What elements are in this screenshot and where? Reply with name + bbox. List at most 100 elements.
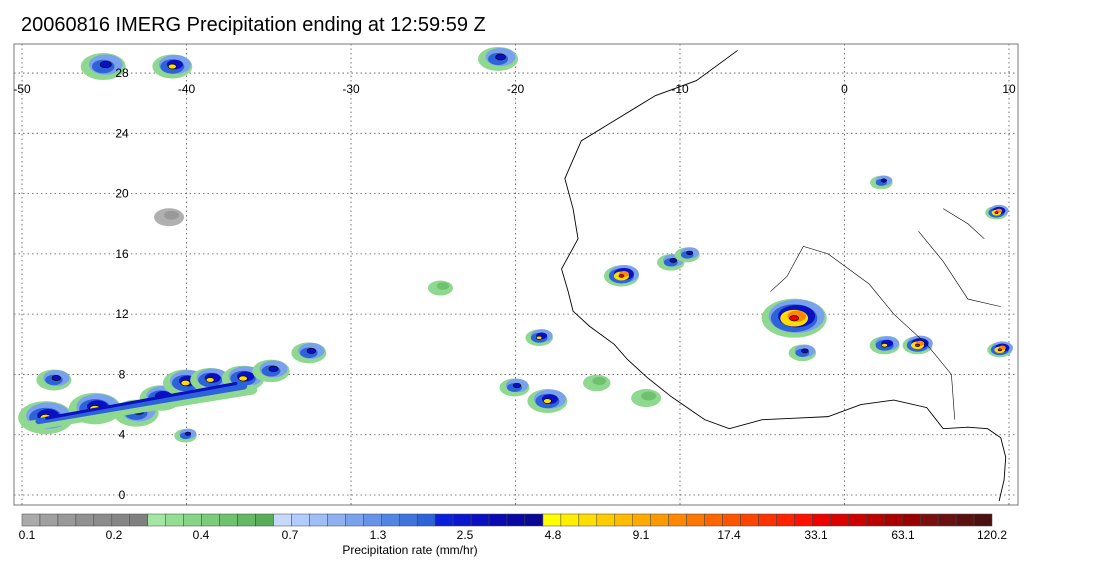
plot-frame (13, 43, 1019, 506)
colorbar-swatch (919, 513, 939, 527)
precip-contour (99, 60, 112, 69)
precip-contour (306, 347, 317, 354)
precip-contour (238, 375, 248, 382)
colorbar-swatch (524, 513, 544, 527)
precip-cell (527, 389, 568, 414)
precip-contour (881, 343, 888, 348)
precip-contour (495, 53, 506, 61)
precip-cell (80, 53, 126, 81)
colorbar-swatch (183, 513, 202, 527)
precip-cell (631, 389, 662, 408)
colorbar-swatch (973, 513, 993, 527)
precip-band-stroke (35, 383, 248, 425)
colorbar-swatch (470, 513, 490, 527)
lon-tick-label: -40 (178, 82, 196, 96)
colorbar-tick-label: 63.1 (891, 528, 915, 542)
colorbar-swatch (111, 513, 131, 527)
coastline (561, 50, 1007, 502)
precip-contour (184, 431, 192, 436)
precip-cell (427, 280, 453, 296)
lat-tick-label: 12 (115, 307, 129, 321)
colorbar-tick-label: 2.5 (456, 528, 474, 542)
colorbar-swatch (291, 513, 310, 527)
colorbar-swatch (560, 513, 580, 527)
colorbar-swatch (93, 513, 113, 527)
colorbar-swatch (883, 513, 903, 527)
colorbar-swatch (955, 513, 975, 527)
precip-band-stroke (25, 384, 258, 431)
precip-contour (915, 343, 920, 347)
lon-tick-label: -30 (342, 82, 360, 96)
precip-cell (525, 329, 553, 347)
precip-cell (154, 208, 185, 227)
colorbar-swatch (327, 513, 346, 527)
colorbar-swatch (309, 513, 328, 527)
colorbar-swatch (237, 513, 256, 527)
precip-cell (902, 335, 933, 355)
precip-band-stroke (45, 381, 238, 420)
colorbar-swatch (129, 513, 148, 527)
precip-contour (512, 382, 522, 389)
colorbar-swatch (614, 513, 633, 527)
colorbar-swatch (758, 513, 777, 527)
precip-cell (870, 175, 893, 190)
precip-cell (985, 204, 1009, 220)
colorbar-tick-label: 33.1 (804, 528, 828, 542)
colorbar-swatch (686, 513, 705, 527)
colorbar-swatch (147, 513, 166, 527)
lon-tick-label: 10 (1002, 82, 1016, 96)
precip-contour (592, 376, 607, 386)
colorbar-swatch (39, 513, 59, 527)
precip-cell (869, 336, 900, 355)
colorbar-swatch (812, 513, 831, 527)
colorbar-swatch (668, 513, 687, 527)
precip-cell (987, 341, 1013, 358)
precip-cell (174, 428, 197, 443)
colorbar-swatch (416, 513, 436, 527)
colorbar-swatch (219, 513, 238, 527)
river (918, 231, 1001, 307)
lon-tick-label: 0 (841, 82, 848, 96)
precip-contour (997, 348, 1002, 352)
lat-tick-label: 8 (119, 367, 126, 381)
colorbar-swatch (381, 513, 400, 527)
precip-contour (686, 250, 694, 256)
precip-cell (674, 247, 700, 263)
precip-cell (478, 46, 519, 71)
precip-contour (789, 315, 800, 322)
lat-tick-label: 28 (115, 66, 129, 80)
colorbar-swatch (776, 513, 795, 527)
precip-band (25, 381, 258, 431)
colorbar-swatch (21, 513, 41, 527)
colorbar-swatch (596, 513, 616, 527)
colorbar-tick-label: 0.1 (18, 528, 36, 542)
map-content (14, 44, 1018, 505)
colorbar-tick-label: 1.3 (369, 528, 387, 542)
precip-cell (583, 374, 611, 392)
precip-contour (180, 379, 191, 386)
precip-contour (51, 375, 62, 381)
colorbar-swatch (345, 513, 364, 527)
lon-tick-label: -50 (13, 82, 31, 96)
precip-cell (788, 344, 817, 362)
colorbar-swatch (937, 513, 957, 527)
colorbar-swatch (722, 513, 741, 527)
colorbar-swatch (506, 513, 526, 527)
colorbar-swatch (255, 513, 274, 527)
lat-tick-label: 20 (115, 187, 129, 201)
colorbar-swatch (57, 513, 77, 527)
precip-contour (536, 335, 543, 340)
lat-tick-label: 0 (119, 488, 126, 502)
colorbar-tick-label: 120.2 (976, 528, 1008, 542)
colorbar-swatch (866, 513, 885, 527)
precip-contour (205, 377, 215, 383)
colorbar-swatch (434, 513, 454, 527)
colorbar-tick-label: 4.8 (544, 528, 562, 542)
colorbar-swatch (578, 513, 598, 527)
precip-contour (994, 211, 999, 214)
precip-contour (669, 258, 678, 263)
precip-cell (603, 264, 639, 287)
colorbar-swatch (901, 513, 921, 527)
colorbar-swatch (542, 513, 562, 527)
